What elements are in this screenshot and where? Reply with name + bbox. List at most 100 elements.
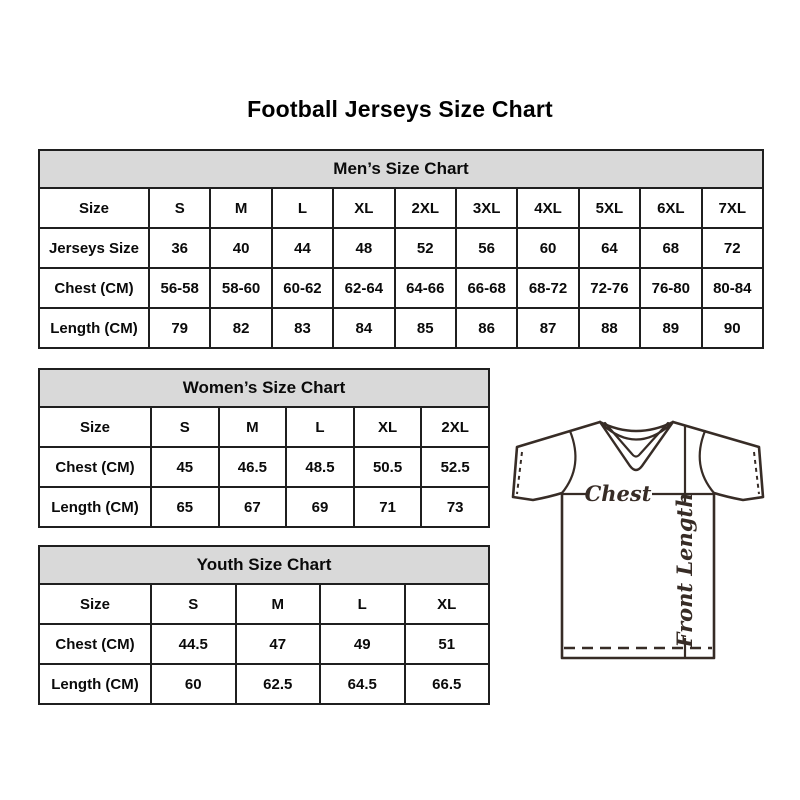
value-cell: 64: [577, 227, 642, 269]
value-cell: 45: [150, 446, 220, 488]
value-cell: 73: [420, 486, 490, 528]
value-cell: 40: [209, 227, 273, 269]
row-label-cell: Size: [38, 583, 152, 625]
row-label-cell: Chest (CM): [38, 623, 152, 665]
row-label-cell: Length (CM): [38, 486, 152, 528]
page-title: Football Jerseys Size Chart: [247, 96, 553, 122]
size-header-cell: M: [217, 406, 288, 448]
chest-label: Chest: [585, 481, 652, 506]
value-cell: 72-76: [577, 267, 642, 309]
left-sleeve-seam: [560, 429, 577, 495]
value-cell: 84: [332, 307, 396, 349]
size-header-cell: L: [319, 583, 406, 625]
table-row: Size S M L XL 2XL: [38, 406, 490, 448]
jersey-outline: [511, 420, 765, 660]
value-cell: 56-58: [147, 267, 212, 309]
size-header-cell: 2XL: [420, 406, 490, 448]
value-cell: 66-68: [454, 267, 519, 309]
value-cell: 76-80: [639, 267, 703, 309]
value-cell: 71: [352, 486, 423, 528]
value-cell: 69: [285, 486, 355, 528]
table-row: Length (CM) 65 67 69 71 73: [38, 486, 490, 528]
youth-table-title: Youth Size Chart: [38, 545, 490, 585]
value-cell: 58-60: [209, 267, 273, 309]
value-cell: 66.5: [403, 663, 490, 705]
right-cuff-dash: [753, 451, 760, 495]
front-length-label-backing: [673, 502, 697, 638]
value-cell: 50.5: [352, 446, 423, 488]
size-header-cell: M: [209, 187, 273, 229]
table-row: Length (CM) 79 82 83 84 85 86 87 88 89 90: [38, 307, 765, 349]
table-row: Length (CM) 60 62.5 64.5 66.5: [38, 663, 490, 705]
size-header-cell: XL: [352, 406, 423, 448]
row-label-cell: Size: [38, 406, 152, 448]
value-cell: 51: [403, 623, 490, 665]
size-header-cell: S: [150, 406, 220, 448]
value-cell: 36: [147, 227, 212, 269]
value-cell: 72: [700, 227, 765, 269]
row-label-cell: Chest (CM): [38, 267, 150, 309]
value-cell: 52: [393, 227, 457, 269]
value-cell: 67: [217, 486, 288, 528]
size-header-cell: M: [234, 583, 321, 625]
table-row: Chest (CM) 56-58 58-60 60-62 62-64 64-66 66-68…: [38, 267, 765, 309]
size-header-cell: XL: [403, 583, 490, 625]
value-cell: 49: [319, 623, 406, 665]
size-header-cell: XL: [332, 187, 396, 229]
row-label-cell: Length (CM): [38, 307, 150, 349]
table-row: Chest (CM) 45 46.5 48.5 50.5 52.5: [38, 446, 490, 488]
value-cell: 60: [516, 227, 580, 269]
size-header-cell: L: [270, 187, 335, 229]
table-row: Size S M L XL 2XL 3XL 4XL 5XL 6XL 7XL: [38, 187, 765, 229]
size-header-cell: L: [285, 406, 355, 448]
size-header-cell: 2XL: [393, 187, 457, 229]
size-header-cell: S: [147, 187, 212, 229]
value-cell: 65: [150, 486, 220, 528]
size-header-cell: 4XL: [516, 187, 580, 229]
table-row: Size S M L XL: [38, 583, 490, 625]
value-cell: 82: [209, 307, 273, 349]
size-header-cell: S: [150, 583, 237, 625]
value-cell: 48: [332, 227, 396, 269]
mens-size-table: Men’s Size Chart Size S M L XL 2XL 3XL 4XL 5XL 6XL…: [38, 149, 765, 349]
value-cell: 90: [700, 307, 765, 349]
jersey-measurement-diagram: Chest Front Length: [511, 420, 765, 660]
size-header-cell: 7XL: [700, 187, 765, 229]
value-cell: 60: [150, 663, 237, 705]
value-cell: 62.5: [234, 663, 321, 705]
value-cell: 60-62: [270, 267, 335, 309]
value-cell: 64-66: [393, 267, 457, 309]
value-cell: 83: [270, 307, 335, 349]
value-cell: 44.5: [150, 623, 237, 665]
value-cell: 85: [393, 307, 457, 349]
row-label-cell: Length (CM): [38, 663, 152, 705]
collar-back-arc-inner: [601, 423, 672, 441]
women-table-title: Women’s Size Chart: [38, 368, 490, 408]
value-cell: 87: [516, 307, 580, 349]
womens-size-table: Women’s Size Chart Size S M L XL 2XL Chest (CM)…: [38, 368, 490, 528]
size-header-cell: 3XL: [454, 187, 519, 229]
table-row: Jerseys Size 36 40 44 48 52 56 60 64 68 72: [38, 227, 765, 269]
value-cell: 79: [147, 307, 212, 349]
value-cell: 64.5: [319, 663, 406, 705]
value-cell: 46.5: [217, 446, 288, 488]
value-cell: 68-72: [516, 267, 580, 309]
value-cell: 56: [454, 227, 519, 269]
value-cell: 52.5: [420, 446, 490, 488]
right-sleeve-seam: [698, 429, 716, 495]
value-cell: 80-84: [700, 267, 765, 309]
value-cell: 88: [577, 307, 642, 349]
value-cell: 68: [639, 227, 703, 269]
value-cell: 44: [270, 227, 335, 269]
table-row: Chest (CM) 44.5 47 49 51: [38, 623, 490, 665]
size-header-cell: 5XL: [577, 187, 642, 229]
value-cell: 48.5: [285, 446, 355, 488]
row-label-cell: Size: [38, 187, 150, 229]
value-cell: 86: [454, 307, 519, 349]
front-length-label: Front Length: [672, 493, 697, 649]
value-cell: 47: [234, 623, 321, 665]
v-neck-outer: [598, 420, 675, 472]
men-table-title: Men’s Size Chart: [38, 149, 764, 189]
size-header-cell: 6XL: [639, 187, 703, 229]
